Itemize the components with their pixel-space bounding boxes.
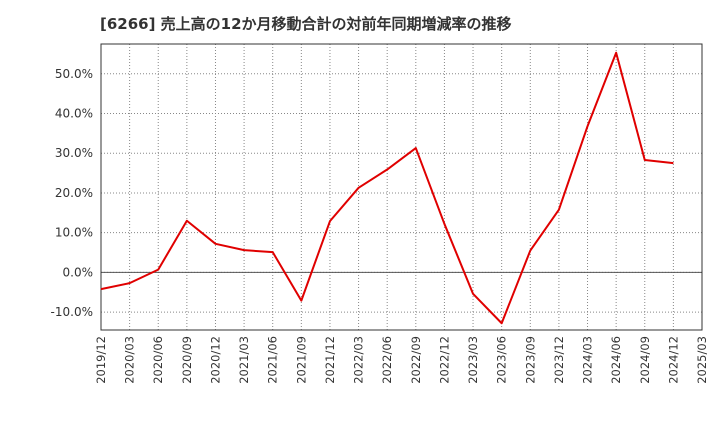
y-axis-tick-labels: -10.0% 0.0% 10.0% 20.0% 30.0% 40.0% 50.0% <box>51 67 93 319</box>
x-tick-label: 2023/06 <box>495 336 509 384</box>
x-tick-label: 2021/09 <box>294 336 308 384</box>
x-tick-label: 2019/12 <box>94 336 108 384</box>
x-tick-label: 2020/03 <box>123 336 137 384</box>
y-tick-label: 40.0% <box>55 107 93 121</box>
x-tick-label: 2023/12 <box>552 336 566 384</box>
x-tick-label: 2020/12 <box>208 336 222 384</box>
x-tick-label: 2021/06 <box>266 336 280 384</box>
x-tick-label: 2022/12 <box>437 336 451 384</box>
y-gridlines <box>101 73 702 313</box>
x-axis-tick-labels: 2019/12 2020/03 2020/06 2020/09 2020/12 2021/… <box>94 336 709 384</box>
plot-area-frame <box>100 43 703 331</box>
x-tick-label: 2022/03 <box>352 336 366 384</box>
y-tick-label: 20.0% <box>55 186 93 200</box>
x-tick-label: 2024/12 <box>666 336 680 384</box>
x-gridlines <box>129 44 674 330</box>
y-tick-label: 10.0% <box>55 226 93 240</box>
y-tick-label: 0.0% <box>63 265 94 279</box>
data-series <box>100 51 674 325</box>
series-line <box>100 51 674 325</box>
y-tick-label: 30.0% <box>55 146 93 160</box>
x-tick-label: 2020/09 <box>180 336 194 384</box>
x-tick-label: 2021/03 <box>237 336 251 384</box>
x-tick-label: 2022/09 <box>409 336 423 384</box>
x-tick-label: 2023/03 <box>466 336 480 384</box>
y-tick-label: -10.0% <box>51 305 93 319</box>
x-tick-label: 2020/06 <box>151 336 165 384</box>
x-tick-label: 2023/09 <box>523 336 537 384</box>
x-tick-label: 2022/06 <box>380 336 394 384</box>
y-tick-label: 50.0% <box>55 67 93 81</box>
x-tick-label: 2025/03 <box>695 336 709 384</box>
x-tick-label: 2021/12 <box>323 336 337 384</box>
x-tick-label: 2024/06 <box>609 336 623 384</box>
chart-title: [6266] 売上高の12か月移動合計の対前年同期増減率の推移 <box>100 15 512 33</box>
x-tick-label: 2024/09 <box>638 336 652 384</box>
x-tick-label: 2024/03 <box>581 336 595 384</box>
